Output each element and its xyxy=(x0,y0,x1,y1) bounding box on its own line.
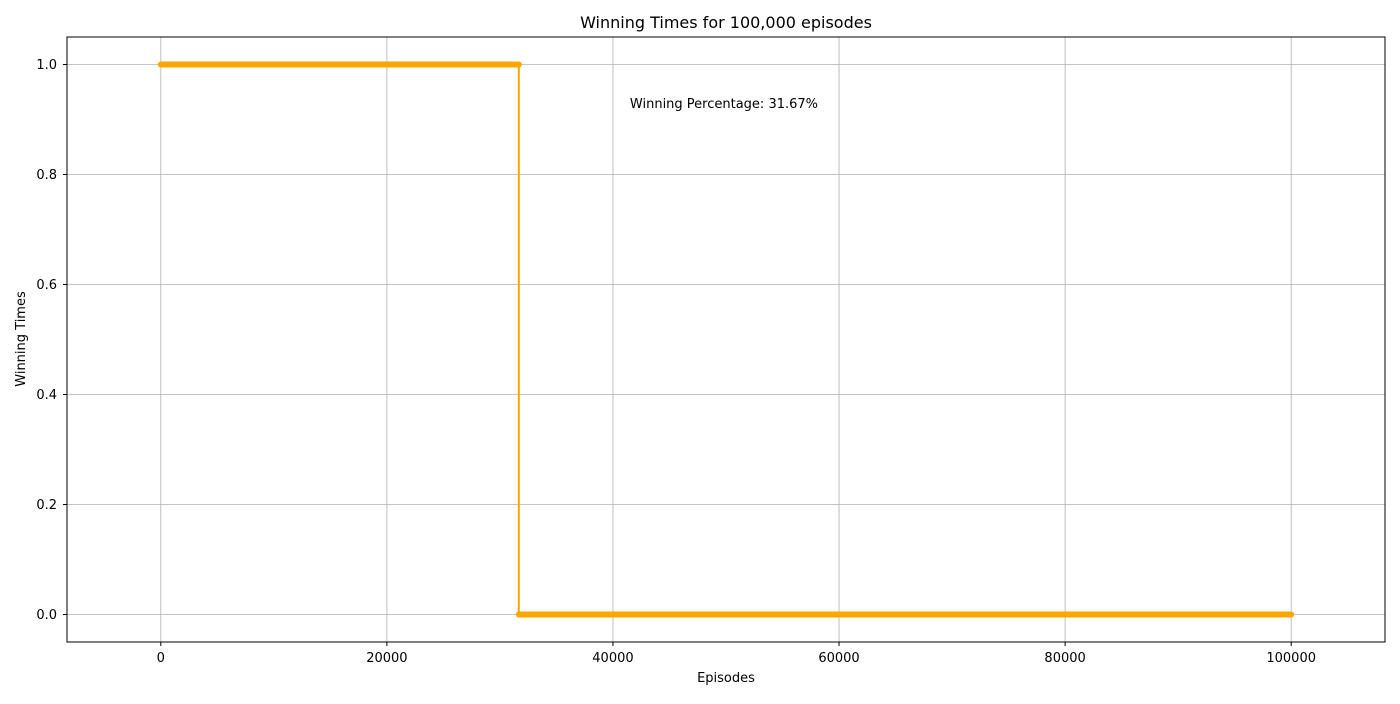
x-tick-label: 60000 xyxy=(818,651,859,666)
y-tick-label: 0.0 xyxy=(36,608,57,623)
tick-layer: 0 20000 40000 60000 80000 100000 0.0 0.2 0.4 0.6 0… xyxy=(36,58,1316,666)
y-axis-label: Winning Times xyxy=(14,291,29,387)
y-tick-label: 0.2 xyxy=(36,498,57,513)
x-tick-label: 40000 xyxy=(592,651,633,666)
x-tick-label: 20000 xyxy=(366,651,407,666)
x-axis-label: Episodes xyxy=(697,671,755,686)
x-tick-label: 0 xyxy=(157,651,165,666)
y-tick-label: 0.8 xyxy=(36,168,57,183)
plot-area-frame xyxy=(66,36,1386,643)
x-tick-label: 80000 xyxy=(1044,651,1085,666)
y-tick-label: 0.6 xyxy=(36,278,57,293)
x-tick-label: 100000 xyxy=(1266,651,1316,666)
y-tick-label: 1.0 xyxy=(36,58,57,73)
annotation-layer: Winning Percentage: 31.67% xyxy=(630,97,818,112)
annotation-text: Winning Percentage: 31.67% xyxy=(630,97,818,112)
y-tick-label: 0.4 xyxy=(36,388,57,403)
series-layer xyxy=(157,61,1295,618)
chart-title: Winning Times for 100,000 episodes xyxy=(580,13,872,32)
